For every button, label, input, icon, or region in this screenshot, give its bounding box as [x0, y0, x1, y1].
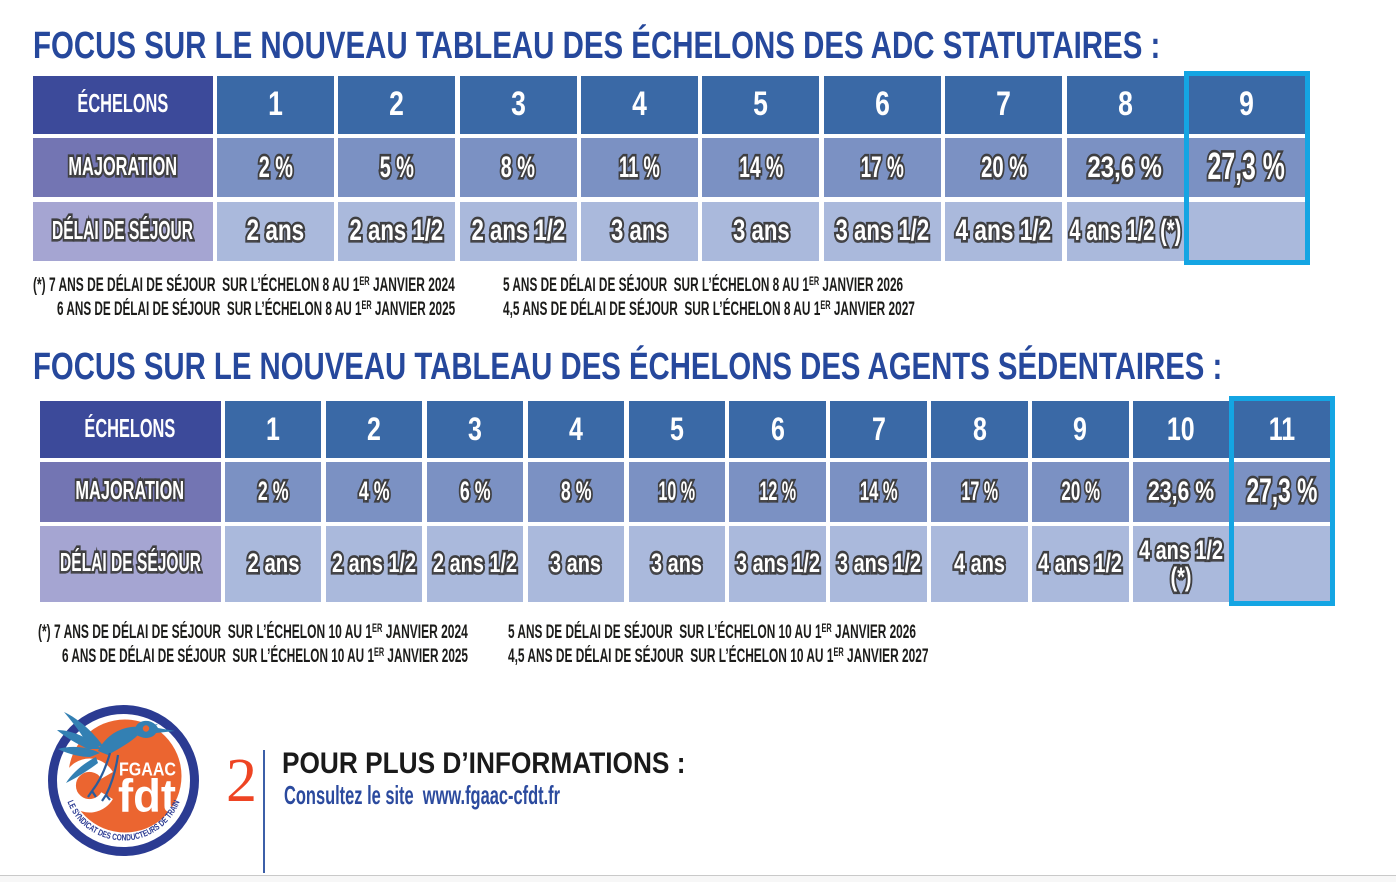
svg-text:FGAAC: FGAAC — [119, 760, 176, 780]
svg-text:fdt: fdt — [118, 770, 176, 822]
